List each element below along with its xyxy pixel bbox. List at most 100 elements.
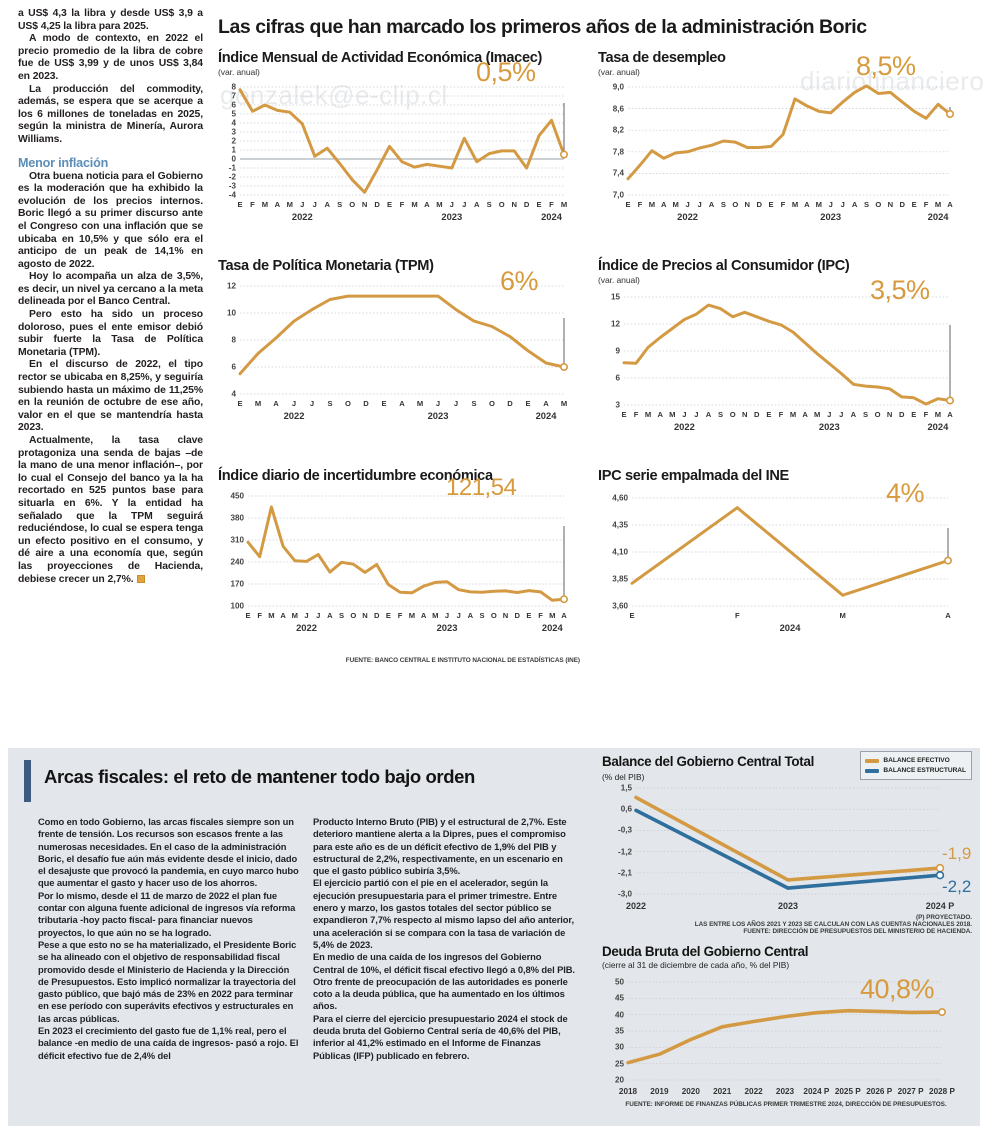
y-axis-tick-label: 100 [230,601,244,611]
bottom-panel: Arcas fiscales: el reto de mantener todo… [8,748,980,1126]
y-axis-tick-label: 7,0 [612,190,624,200]
x-axis-year-label: 2023 [427,410,449,421]
legend-swatch-icon [865,768,880,773]
y-axis-tick-label: 8 [231,82,236,92]
chart-plot-desempleo [626,84,954,196]
bottom-text-right: Producto Interno Bruto (PIB) y el estruc… [313,816,575,1062]
article-paragraph: La producción del commodity, además, se … [18,83,203,145]
x-axis-tick-label: A [327,611,333,620]
x-axis-tick-label: F [778,410,784,419]
y-axis-tick-label: 1,5 [620,783,632,793]
x-axis-tick-label: S [471,399,477,408]
x-axis-tick-label: O [875,200,882,209]
x-axis-tick-label: 2020 [681,1087,700,1096]
bottom-paragraph: Para el cierre del ejercicio presupuesta… [313,1012,568,1061]
chart-canvas: -3,0 -2,1 -1,2 -0,3 0,6 1,5 -1,9 -2,2 [602,782,980,900]
chart-source-note: FUENTE: BANCO CENTRAL E INSTITUTO NACION… [345,657,580,664]
chart-end-marker [945,109,954,118]
x-axis-year-label: 2022 [677,211,699,222]
x-axis-tick-label: E [381,399,387,408]
chart-end-marker [559,150,568,159]
chart-title: Tasa de desempleo [598,50,726,66]
y-axis-tick-label: 170 [230,579,244,589]
legend-swatch-icon [865,758,880,763]
x-axis-tick-label: E [245,611,251,620]
chart-plot-incertidumbre [246,495,568,607]
x-axis-tick-label: F [780,200,786,209]
x-axis-tick-label: E [536,200,542,209]
x-axis-tick-label: F [250,200,255,209]
x-axis-year-label: 2023 [818,421,840,432]
bottom-paragraph: El ejercicio partió con el pie en el ace… [313,877,574,950]
y-axis-tick-label: 4,60 [612,493,628,503]
accent-bar [24,760,31,802]
x-axis-tick-label: 2022 [625,901,647,911]
x-axis-tick-label: M [261,200,269,209]
x-axis-tick-label: 2026 P [866,1087,893,1096]
chart-callout-value: 121,54 [446,474,517,501]
x-axis-tick-label: J [827,410,832,419]
article-paragraph-last: Actualmente, la tasa clave protagoniza u… [18,435,203,586]
chart-title: Deuda Bruta del Gobierno Central [602,944,809,959]
y-axis-tick-label: -2,1 [618,868,632,878]
x-axis-tick-label: J [449,200,454,209]
x-axis-tick-label: S [486,200,492,209]
y-axis-tick-label: 30 [614,1042,624,1052]
chart-plot-deuda [626,981,946,1081]
x-axis-tick-label: M [672,200,679,209]
y-axis-tick-label: 2 [231,136,236,146]
x-axis-tick-label: E [237,399,243,408]
x-axis-year-labels: 2022 2023 2024 [218,622,580,634]
y-axis-tick-label: 3,85 [612,574,628,584]
y-axis-tick-label: 35 [614,1026,624,1036]
x-axis-year-label: 2024 [927,211,949,222]
x-axis-tick-label: M [254,399,262,408]
page-title: Las cifras que han marcado los primeros … [218,16,867,38]
y-axis-tick-label: 50 [614,977,624,987]
y-axis-tick-label: 380 [230,513,244,523]
y-axis-tick-label: -4 [228,190,236,200]
x-axis-tick-label: A [324,200,330,209]
x-axis-labels: 2022 2023 2024 P [602,901,980,913]
chart-incertidumbre: Índice diario de incertidumbre económica… [218,468,580,634]
bottom-paragraph: Pese a que esto no se ha materializado, … [38,938,297,1024]
x-axis-tick-label: F [397,611,403,620]
x-axis-tick-label: J [839,410,844,419]
x-axis-tick-label: D [507,399,513,408]
x-axis-tick-label: A [802,410,808,419]
x-axis-tick-label: A [561,611,567,620]
x-axis-tick-label: A [543,399,549,408]
x-axis-tick-label: N [887,200,894,209]
x-axis-tick-label: J [697,200,702,209]
x-axis-year-label: 2023 [441,211,463,222]
x-axis-tick-label: A [851,200,858,209]
chart-ipc: Índice de Precios al Consumidor (IPC) (va… [598,258,966,433]
x-axis-tick-label: E [621,410,627,419]
chart-title: Índice diario de incertidumbre económica [218,468,493,484]
y-axis-tick-label: 0,6 [620,804,632,814]
x-axis-tick-label: D [756,200,762,209]
chart-series-0 [246,505,566,602]
y-axis-tick-label: 7 [231,91,236,101]
x-axis-tick-label: O [732,200,739,209]
x-axis-tick-label: A [708,200,715,209]
x-axis-tick-label: A [705,410,712,419]
y-axis-tick-label: 240 [230,557,244,567]
x-axis-tick-label: E [911,200,917,209]
chart-canvas: 3,60 3,85 4,10 4,35 4,60 4% [598,480,966,611]
x-axis-tick-label: J [304,611,309,620]
chart-plot-ipc-ine [630,497,952,607]
x-axis-tick-label: O [490,611,497,620]
x-axis-tick-label: 2019 [650,1087,669,1096]
article-paragraph: Hoy lo acompaña un alza de 3,5%, es deci… [18,271,203,308]
chart-plot-ipc [622,296,954,406]
y-axis-tick-label: 450 [230,491,244,501]
x-axis-tick-label: A [804,200,810,209]
x-axis-tick-label: E [237,200,243,209]
x-axis-tick-label: A [274,200,281,209]
x-axis-tick-label: M [286,200,293,209]
x-axis-tick-label: A [945,611,951,620]
